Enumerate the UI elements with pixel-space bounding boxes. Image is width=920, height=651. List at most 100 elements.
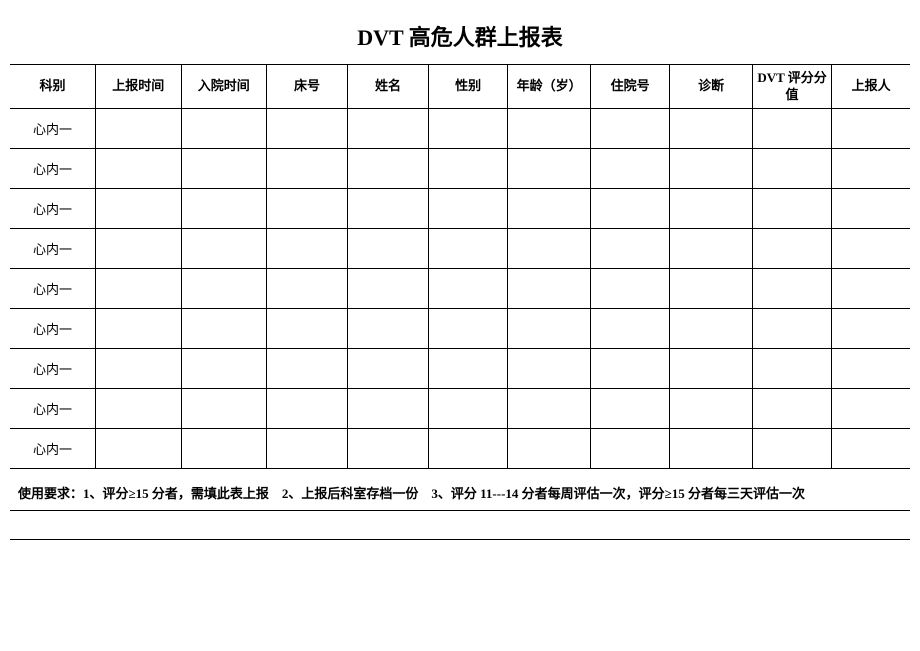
table-header-row: 科别 上报时间 入院时间 床号 姓名 性别 年龄（岁） 住院号 诊断 DVT 评… — [10, 65, 910, 109]
table-row: 心内一 — [10, 429, 910, 469]
cell-name — [348, 309, 429, 349]
cell-reporter — [832, 149, 910, 189]
cell-reporter — [832, 269, 910, 309]
cell-score — [752, 109, 831, 149]
cell-reporter — [832, 309, 910, 349]
table-row: 心内一 — [10, 149, 910, 189]
cell-report_time — [96, 349, 182, 389]
header-diagnosis: 诊断 — [670, 65, 753, 109]
cell-age — [508, 109, 591, 149]
cell-report_time — [96, 309, 182, 349]
table-row: 心内一 — [10, 229, 910, 269]
cell-score — [752, 189, 831, 229]
table-row: 心内一 — [10, 309, 910, 349]
cell-reporter — [832, 429, 910, 469]
cell-admit_time — [181, 269, 267, 309]
cell-diagnosis — [670, 349, 753, 389]
cell-gender — [429, 389, 508, 429]
cell-hosp_no — [590, 309, 669, 349]
cell-bed — [267, 189, 348, 229]
table-body: 心内一心内一心内一心内一心内一心内一心内一心内一心内一 — [10, 109, 910, 469]
cell-report_time — [96, 269, 182, 309]
cell-name — [348, 189, 429, 229]
cell-report_time — [96, 429, 182, 469]
cell-name — [348, 149, 429, 189]
header-age: 年龄（岁） — [508, 65, 591, 109]
cell-dept: 心内一 — [10, 389, 96, 429]
cell-age — [508, 149, 591, 189]
cell-hosp_no — [590, 349, 669, 389]
cell-admit_time — [181, 109, 267, 149]
header-reporter: 上报人 — [832, 65, 910, 109]
cell-name — [348, 429, 429, 469]
cell-gender — [429, 349, 508, 389]
cell-diagnosis — [670, 189, 753, 229]
cell-score — [752, 429, 831, 469]
cell-diagnosis — [670, 389, 753, 429]
cell-dept: 心内一 — [10, 349, 96, 389]
cell-gender — [429, 149, 508, 189]
cell-age — [508, 389, 591, 429]
table-row: 心内一 — [10, 109, 910, 149]
table-row: 心内一 — [10, 189, 910, 229]
footer-note: 使用要求：1、评分≥15 分者，需填此表上报 2、上报后科室存档一份 3、评分 … — [10, 483, 910, 511]
cell-age — [508, 429, 591, 469]
cell-admit_time — [181, 349, 267, 389]
cell-diagnosis — [670, 229, 753, 269]
cell-diagnosis — [670, 269, 753, 309]
header-score: DVT 评分分值 — [752, 65, 831, 109]
cell-age — [508, 189, 591, 229]
cell-reporter — [832, 389, 910, 429]
table-row: 心内一 — [10, 389, 910, 429]
cell-gender — [429, 309, 508, 349]
cell-admit_time — [181, 229, 267, 269]
cell-hosp_no — [590, 429, 669, 469]
document-title: DVT 高危人群上报表 — [10, 20, 910, 52]
cell-gender — [429, 229, 508, 269]
cell-name — [348, 229, 429, 269]
cell-bed — [267, 389, 348, 429]
cell-dept: 心内一 — [10, 149, 96, 189]
cell-score — [752, 269, 831, 309]
cell-bed — [267, 349, 348, 389]
cell-gender — [429, 429, 508, 469]
cell-score — [752, 149, 831, 189]
cell-dept: 心内一 — [10, 229, 96, 269]
cell-age — [508, 229, 591, 269]
cell-hosp_no — [590, 149, 669, 189]
cell-hosp_no — [590, 109, 669, 149]
cell-admit_time — [181, 189, 267, 229]
cell-admit_time — [181, 429, 267, 469]
cell-dept: 心内一 — [10, 269, 96, 309]
header-report-time: 上报时间 — [96, 65, 182, 109]
cell-age — [508, 309, 591, 349]
cell-name — [348, 349, 429, 389]
header-name: 姓名 — [348, 65, 429, 109]
cell-hosp_no — [590, 269, 669, 309]
cell-reporter — [832, 109, 910, 149]
report-table: 科别 上报时间 入院时间 床号 姓名 性别 年龄（岁） 住院号 诊断 DVT 评… — [10, 64, 910, 469]
cell-diagnosis — [670, 109, 753, 149]
cell-score — [752, 309, 831, 349]
cell-hosp_no — [590, 389, 669, 429]
cell-dept: 心内一 — [10, 309, 96, 349]
cell-bed — [267, 309, 348, 349]
table-row: 心内一 — [10, 349, 910, 389]
cell-score — [752, 229, 831, 269]
cell-reporter — [832, 189, 910, 229]
cell-admit_time — [181, 389, 267, 429]
cell-admit_time — [181, 149, 267, 189]
cell-dept: 心内一 — [10, 189, 96, 229]
cell-bed — [267, 149, 348, 189]
cell-reporter — [832, 229, 910, 269]
header-gender: 性别 — [429, 65, 508, 109]
cell-score — [752, 389, 831, 429]
cell-bed — [267, 269, 348, 309]
cell-name — [348, 109, 429, 149]
cell-bed — [267, 429, 348, 469]
cell-age — [508, 349, 591, 389]
bottom-line — [10, 539, 910, 540]
cell-dept: 心内一 — [10, 109, 96, 149]
cell-name — [348, 269, 429, 309]
table-row: 心内一 — [10, 269, 910, 309]
